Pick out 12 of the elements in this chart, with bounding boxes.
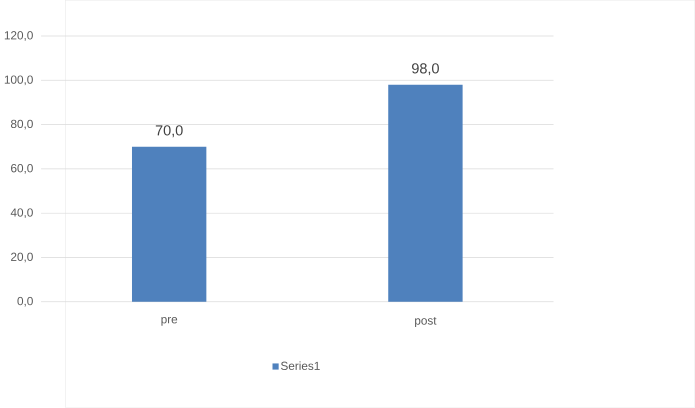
x-tick-label: post (415, 317, 436, 328)
y-tick-label: 0,0 (17, 297, 33, 307)
y-tick-label: 60,0 (11, 164, 33, 174)
legend-label: Series1 (281, 362, 320, 370)
y-tick-label: 100,0 (4, 76, 33, 86)
x-tick-label: pre (161, 317, 178, 326)
y-tick-label: 40,0 (10, 208, 33, 218)
data-label: 98,0 (412, 63, 439, 76)
y-tick-label: 80,0 (10, 120, 33, 130)
y-tick-label: 20,0 (11, 252, 33, 263)
data-label: 70,0 (156, 125, 183, 138)
y-tick-label: 120,0 (4, 31, 33, 42)
